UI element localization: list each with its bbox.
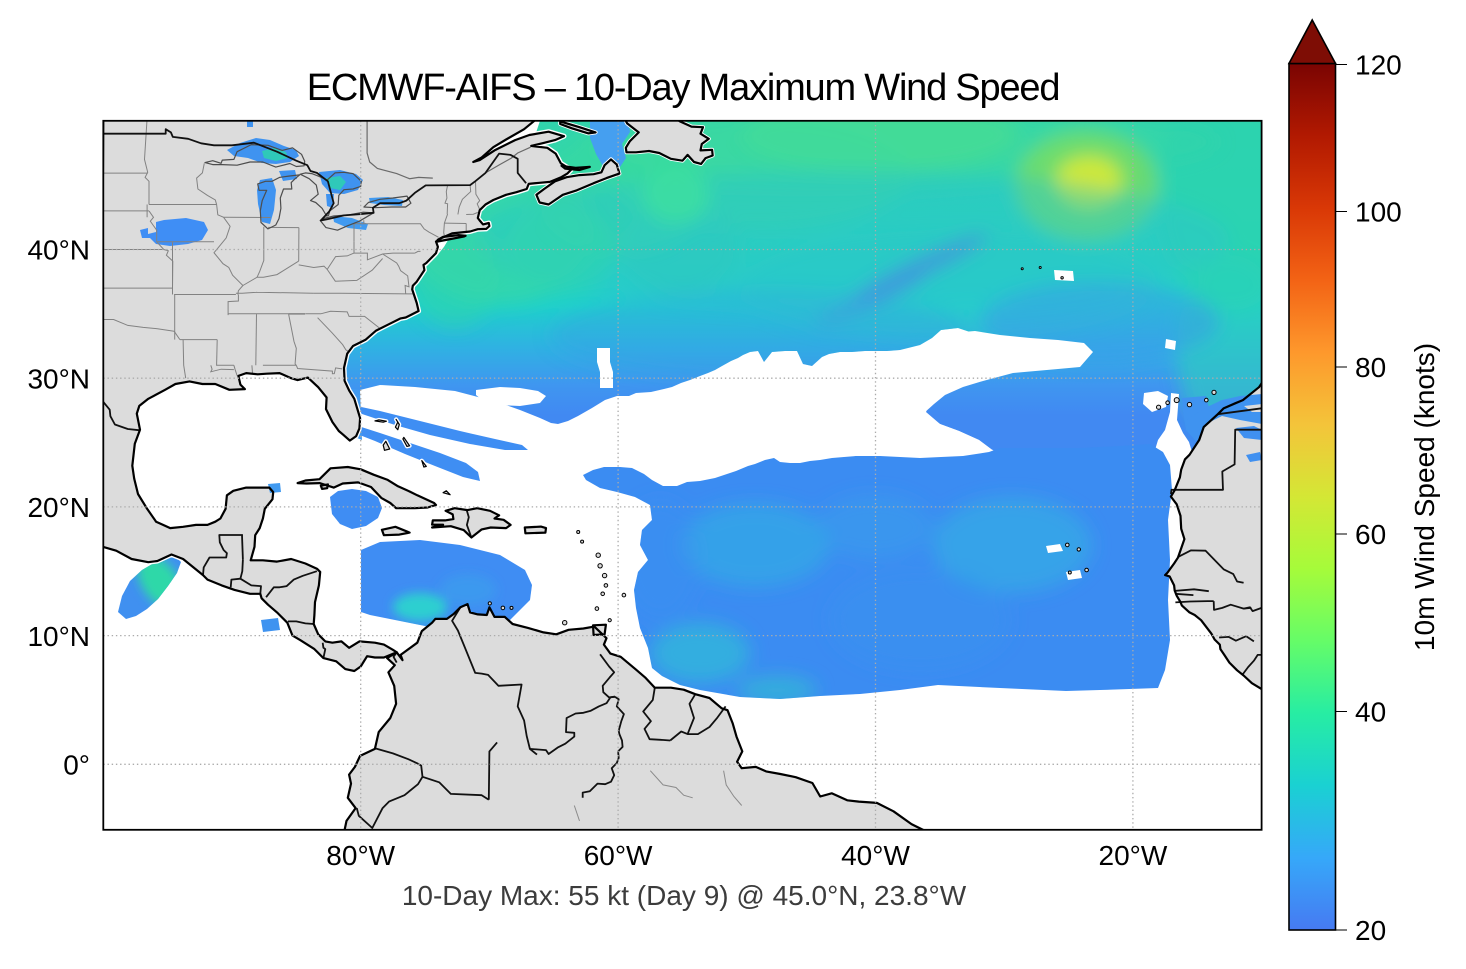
svg-text:40°N: 40°N [27, 235, 90, 266]
svg-text:120: 120 [1355, 50, 1402, 81]
svg-text:10°N: 10°N [27, 621, 90, 652]
svg-text:40: 40 [1355, 697, 1386, 728]
svg-text:ECMWF-AIFS – 10-Day Maximum Wi: ECMWF-AIFS – 10-Day Maximum Wind Speed [307, 67, 1060, 109]
svg-text:60°W: 60°W [584, 840, 653, 871]
svg-text:40°W: 40°W [841, 840, 910, 871]
svg-text:10-Day Max: 55 kt (Day 9) @ 45: 10-Day Max: 55 kt (Day 9) @ 45.0°N, 23.8… [402, 880, 967, 911]
svg-text:60: 60 [1355, 519, 1386, 550]
svg-text:20°N: 20°N [27, 492, 90, 523]
svg-text:80°W: 80°W [326, 840, 395, 871]
svg-text:20°W: 20°W [1099, 840, 1168, 871]
svg-text:30°N: 30°N [27, 363, 90, 394]
svg-text:20: 20 [1355, 915, 1386, 946]
svg-text:80: 80 [1355, 352, 1386, 383]
svg-text:100: 100 [1355, 197, 1402, 228]
svg-text:0°: 0° [63, 750, 90, 781]
svg-text:10m Wind Speed (knots): 10m Wind Speed (knots) [1409, 343, 1440, 651]
